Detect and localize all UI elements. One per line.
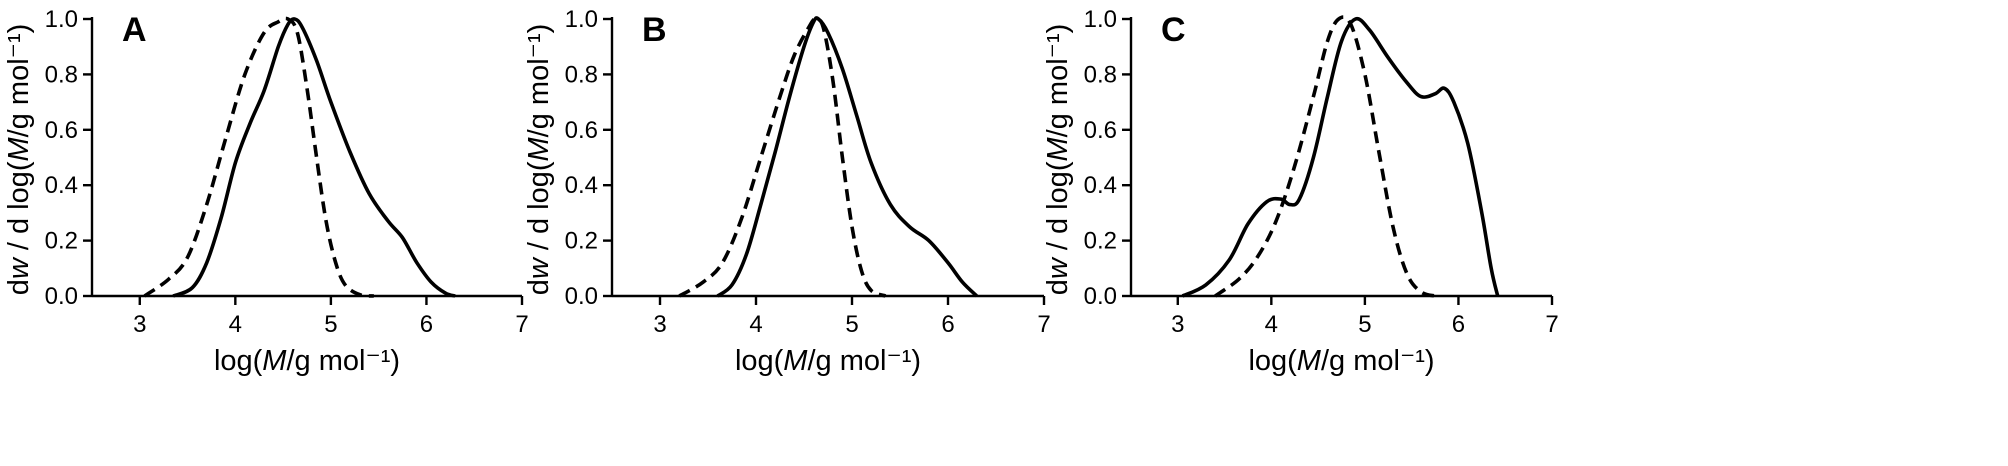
y-tick-label: 0.4 [45,172,78,199]
panel-letter: B [642,11,667,49]
x-tick-label: 7 [1545,311,1558,338]
x-axis-label: log(M/g mol⁻¹) [1248,345,1434,377]
x-tick-label: 5 [845,311,858,338]
x-tick-label: 6 [941,311,954,338]
y-tick-label: 0.0 [1084,283,1117,310]
y-tick-label: 0.2 [1084,228,1117,255]
dashed-series-line [1214,15,1436,298]
x-tick-label: 4 [229,311,242,338]
y-tick-label: 0.6 [1084,117,1117,144]
y-tick-label: 0.0 [45,283,78,310]
y-tick-label: 0.4 [565,172,598,199]
solid-series-line [1181,16,1500,298]
dashed-series-line [143,16,375,298]
y-axis-label: dw / d log(M/g mol⁻¹) [3,24,35,296]
x-tick-label: 3 [133,311,146,338]
y-tick-label: 0.6 [565,117,598,144]
y-tick-label: 0.2 [565,228,598,255]
y-tick-label: 0.8 [565,61,598,88]
x-tick-label: 7 [1037,311,1050,338]
x-axis-label: log(M/g mol⁻¹) [735,345,921,377]
x-tick-label: 4 [749,311,762,338]
y-tick-label: 0.8 [1084,61,1117,88]
x-tick-label: 7 [515,311,528,338]
dashed-series-line [678,17,887,298]
y-axis-label: dw / d log(M/g mol⁻¹) [1042,24,1074,296]
y-tick-label: 0.4 [1084,172,1117,199]
x-tick-label: 5 [324,311,337,338]
x-tick-label: 3 [1171,311,1184,338]
y-axis-label: dw / d log(M/g mol⁻¹) [523,24,555,296]
y-tick-label: 0.6 [45,117,78,144]
x-tick-label: 6 [420,311,433,338]
y-tick-label: 0.0 [565,283,598,310]
x-axis-label: log(M/g mol⁻¹) [214,345,400,377]
y-tick-label: 0.2 [45,228,78,255]
panel-letter: C [1161,11,1186,49]
solid-series-line [716,16,979,298]
x-tick-label: 6 [1452,311,1465,338]
panel-letter: A [122,11,147,49]
x-tick-label: 4 [1265,311,1278,338]
y-tick-label: 1.0 [565,6,598,33]
y-tick-label: 0.8 [45,61,78,88]
x-tick-label: 5 [1358,311,1371,338]
y-tick-label: 1.0 [1084,6,1117,33]
x-tick-label: 3 [653,311,666,338]
y-tick-label: 1.0 [45,6,78,33]
solid-series-line [172,17,456,298]
